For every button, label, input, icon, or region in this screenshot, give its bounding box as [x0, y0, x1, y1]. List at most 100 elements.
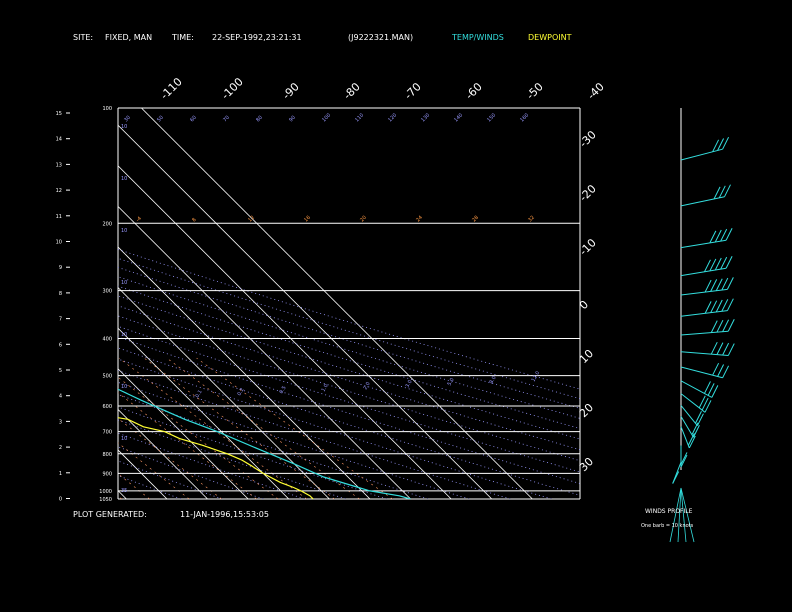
height-label: 2: [59, 445, 62, 451]
wind-barb-flag: [692, 425, 700, 438]
mixing-ratio-label: 2.0: [363, 381, 372, 391]
wind-barb-flag: [712, 139, 720, 153]
wind-barb-staff: [680, 330, 729, 336]
surface-barb: [669, 487, 682, 543]
wind-barb-staff: [680, 148, 723, 161]
pressure-label: 700: [102, 430, 112, 436]
wind-barb-flag: [722, 319, 730, 332]
dry-adiabat-line: [118, 394, 429, 499]
height-label: 14: [56, 137, 62, 143]
wind-barb-flag: [720, 256, 728, 270]
isotherm-line: [118, 408, 208, 499]
mixing-ratio-line: [118, 473, 150, 499]
height-label: 8: [59, 291, 62, 297]
wind-barb-flag: [680, 454, 688, 468]
isotherm-line: [118, 165, 452, 499]
inner-left-label: 10: [121, 436, 127, 442]
pressure-label: 400: [102, 337, 112, 343]
wind-barb-flag: [726, 277, 734, 290]
wind-barb-flag: [710, 279, 718, 292]
isotherm-top-label: -110: [158, 75, 185, 102]
wind-barb-flag: [715, 278, 723, 291]
wind-barb-flag: [714, 257, 722, 271]
file-name: (J9222321.MAN): [348, 33, 413, 42]
mixing-ratio-line: [118, 357, 307, 499]
wind-barb-staff: [680, 239, 727, 249]
mixing-ratio-label: 3.0: [405, 379, 414, 389]
dry-adiabat-label: 100: [321, 112, 332, 123]
wind-barb-staff: [680, 351, 729, 357]
wind-barb-flag: [715, 299, 723, 313]
wind-barb-flag: [696, 413, 704, 426]
dry-adiabat-label: 60: [189, 115, 198, 124]
wind-barb-flag: [717, 138, 725, 151]
wind-barb-flag: [726, 298, 734, 311]
wind-barb: [680, 341, 735, 357]
legend-dewpoint: DEWPOINT: [528, 33, 572, 42]
wind-barb-flag: [701, 397, 709, 411]
wind-barb-flag: [709, 230, 717, 244]
dry-adiabat-label: 160: [519, 112, 530, 123]
wind-barb-staff: [680, 366, 723, 379]
dry-adiabat-line: [118, 315, 580, 462]
pressure-label: 200: [102, 221, 112, 227]
wind-barb-flag: [721, 299, 729, 312]
isotherm-line: [118, 327, 290, 499]
mixing-ratio-line: [196, 357, 393, 499]
site-value: FIXED, MAN: [105, 33, 152, 42]
inner-left-label: 10: [121, 332, 127, 338]
isotherm-grid: [118, 108, 533, 499]
isotherm-top-label: -60: [463, 80, 485, 102]
mixing-ratio-label: 0.5: [279, 385, 288, 395]
wind-barb-flag: [710, 320, 718, 333]
height-label: 7: [59, 317, 62, 323]
time-value: 22-SEP-1992,23:21:31: [212, 33, 302, 42]
wind-barb-staff: [680, 380, 713, 398]
wind-barb-staff: [680, 416, 694, 438]
dry-adiabat-line: [118, 305, 580, 451]
moist-adiabat-label: 28: [471, 215, 480, 224]
isotherm-line: [118, 205, 411, 499]
isotherm-line: [118, 449, 168, 499]
wind-barb-flag: [724, 184, 731, 197]
dry-adiabat-line: [118, 460, 223, 499]
inner-left-label: 10: [121, 124, 127, 130]
dry-adiabat-line: [118, 285, 580, 430]
wind-barb-flag: [713, 186, 721, 200]
axis-labels: 1002003004005006007008009001000105015141…: [56, 75, 607, 503]
wind-barb: [680, 228, 733, 249]
pressure-label: 1050: [99, 497, 112, 503]
isotherm-line: [118, 246, 371, 499]
height-label: 3: [59, 419, 62, 425]
wind-barb: [680, 426, 696, 449]
winds-profile-panel: WINDS PROFILE One barb = 10 knots: [641, 108, 735, 543]
wind-barb-flag: [716, 319, 724, 333]
dry-adiabat-grid: [118, 248, 580, 499]
wind-barb-flag: [720, 228, 728, 242]
dry-adiabat-line: [118, 381, 470, 499]
mixing-ratio-line: [144, 357, 335, 499]
surface-barb: [680, 487, 695, 543]
plot-generated-label: PLOT GENERATED:: [73, 510, 147, 519]
mixing-ratio-label: 0.1: [195, 389, 204, 399]
wind-barb-staff: [680, 196, 725, 207]
time-label: TIME:: [171, 33, 194, 42]
wind-barb: [680, 393, 712, 413]
dry-adiabat-line: [118, 419, 346, 499]
isotherm-top-label: -40: [585, 80, 607, 102]
legend-temp: TEMP/WINDS: [451, 33, 504, 42]
wind-barb-flag: [722, 342, 730, 356]
wind-barb-flag: [725, 228, 733, 241]
pressure-label: 800: [102, 452, 112, 458]
wind-barb: [680, 405, 704, 427]
wind-barb-flag: [710, 300, 718, 313]
dry-adiabat-label: 120: [387, 112, 398, 123]
wind-barb-staff: [680, 405, 698, 427]
wind-barb-flag: [704, 279, 712, 293]
height-label: 6: [59, 342, 62, 348]
dewpoint-line: [118, 417, 314, 499]
pressure-label: 300: [102, 289, 112, 295]
isotherm-line: [118, 124, 493, 499]
wind-barb: [680, 319, 735, 336]
wind-barb-flag: [704, 381, 711, 394]
